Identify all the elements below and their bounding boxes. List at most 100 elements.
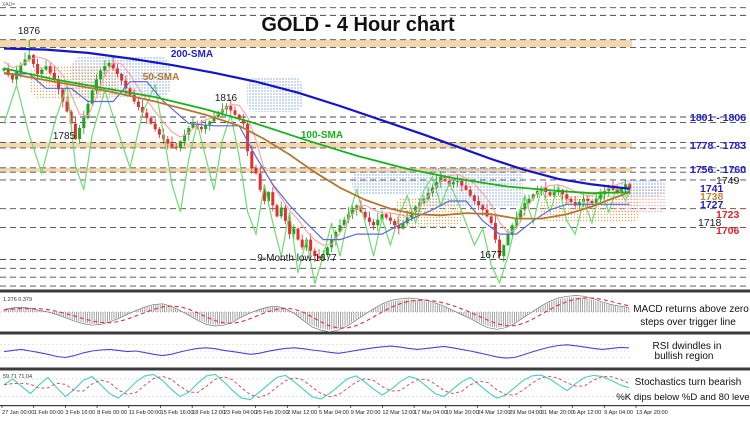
price-level-label: 1727 <box>700 199 724 211</box>
candle-body <box>27 55 31 60</box>
candle-body <box>191 123 195 129</box>
candle-body <box>275 205 279 217</box>
candle-body <box>552 192 556 196</box>
candle-body <box>115 68 119 74</box>
candle-body <box>246 123 250 152</box>
candle-body <box>313 250 317 257</box>
candle-body <box>120 73 124 81</box>
date-tick-label: 27 Jan 00:00 <box>2 410 34 416</box>
candle-body <box>435 182 439 188</box>
candle-body <box>107 62 111 67</box>
candle-body <box>262 189 266 201</box>
date-tick-label: 15 Feb 16:00 <box>161 410 194 416</box>
candle-body <box>439 176 443 183</box>
candle-body <box>132 94 136 102</box>
date-tick-label: 25 Feb 20:00 <box>256 410 289 416</box>
date-tick-label: 31 Mar 20:00 <box>541 410 574 416</box>
candle-body <box>304 239 308 248</box>
candle-body <box>183 134 187 142</box>
candle-body <box>611 187 615 190</box>
candle-body <box>317 256 321 259</box>
candle-body <box>10 75 14 80</box>
chart-annotation-label: 200-SMA <box>171 49 213 60</box>
candle-body <box>594 198 598 204</box>
date-tick-label: 29 Mar 04:00 <box>509 410 542 416</box>
candle-body <box>569 198 573 203</box>
stoch-d-line <box>3 375 630 398</box>
candle-body <box>174 146 178 148</box>
candle-body <box>367 217 371 222</box>
panel-separator <box>0 289 750 293</box>
candle-body <box>199 126 203 130</box>
stoch-readout: 59.71 71.04 <box>3 374 32 380</box>
overlay-line-layer <box>3 47 631 285</box>
candle-body <box>36 63 40 74</box>
rsi-line <box>3 344 629 359</box>
candle-body <box>388 217 392 221</box>
candle-body <box>363 212 367 218</box>
candle-body <box>523 203 527 210</box>
date-tick-label: 11 Feb 00:00 <box>129 410 162 416</box>
tenkan-line <box>3 56 626 246</box>
candle-body <box>283 207 287 221</box>
candle-body <box>94 79 98 91</box>
candle-body <box>61 89 65 102</box>
chart-annotation-label: 1677 <box>480 250 503 261</box>
price-level-label: 1706 <box>716 225 740 237</box>
candle-body <box>229 105 233 111</box>
chart-annotation-label: 1785 <box>53 131 76 142</box>
candle-body <box>489 216 493 224</box>
panel-separator <box>0 367 750 371</box>
candle-body <box>40 69 44 74</box>
stochastics-panel <box>0 373 632 401</box>
candle-body <box>57 79 61 90</box>
candle-body <box>267 192 271 201</box>
macd-readout: 1.276 0.379 <box>3 297 32 303</box>
candle-body <box>128 88 132 95</box>
date-tick-label: 6 Apr 12:00 <box>573 410 602 416</box>
candle-body <box>111 62 115 69</box>
candle-body <box>309 239 313 251</box>
candle-body <box>330 239 334 248</box>
candle-body <box>78 128 82 140</box>
candle-body <box>48 66 52 73</box>
candle-body <box>397 225 401 229</box>
kijun-line <box>4 73 630 241</box>
candle-body <box>342 219 346 226</box>
candle-body <box>149 118 153 124</box>
candle-body <box>258 173 262 190</box>
axis-line <box>0 405 750 407</box>
price-level-label: 1756 - 1760 <box>690 164 746 176</box>
candle-body <box>502 245 506 257</box>
date-tick-label: 2 Mar 12:00 <box>287 410 317 416</box>
candle-body <box>485 209 489 217</box>
envelope-low-line <box>3 82 631 285</box>
price-level-label: 1738 <box>700 191 724 203</box>
sma-200-line <box>3 47 630 190</box>
candle-body <box>99 70 103 80</box>
candle-body <box>82 118 86 129</box>
candle-body <box>52 72 56 80</box>
price-level-label: 1741 <box>700 183 724 195</box>
candle-body <box>615 189 619 193</box>
chart-annotation-label: 1876 <box>18 26 41 37</box>
candle-body <box>414 206 418 213</box>
candle-body <box>590 200 594 204</box>
candle-body <box>586 198 590 201</box>
candle-body <box>73 123 77 140</box>
candle-body <box>44 66 48 70</box>
date-tick-label: 13 Apr 20:00 <box>636 410 668 416</box>
candle-body <box>619 188 623 193</box>
candle-body <box>212 117 216 122</box>
stoch-note-line: %K dips below %D and 80 level <box>616 392 750 403</box>
candle-body <box>384 214 388 218</box>
date-tick-label: 23 Feb 04:00 <box>224 410 257 416</box>
candle-body <box>393 220 397 226</box>
candle-body <box>292 228 296 235</box>
date-tick-label: 19 Mar 20:00 <box>446 410 479 416</box>
macd-note-line: steps over trigger line <box>640 317 736 328</box>
chart-annotation-label: 100-SMA <box>301 130 343 141</box>
date-tick-label: 18 Feb 12:00 <box>192 410 225 416</box>
candle-body <box>271 192 275 206</box>
price-level-label: 1749 <box>716 175 740 187</box>
